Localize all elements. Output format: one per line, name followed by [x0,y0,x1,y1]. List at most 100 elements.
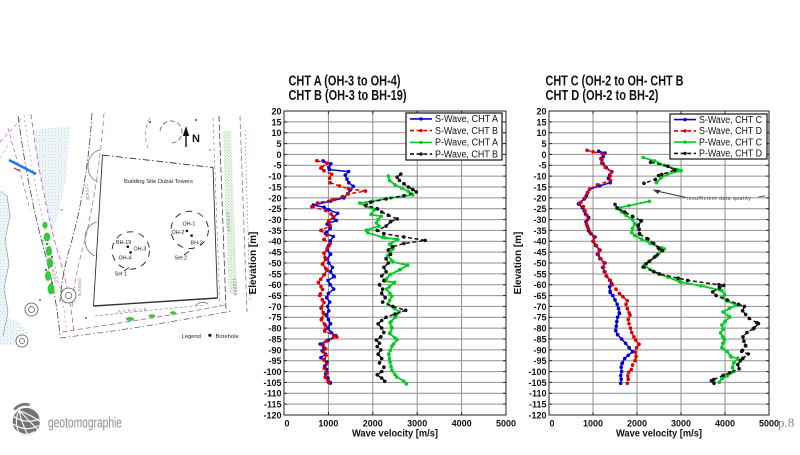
svg-text:-110: -110 [529,389,547,399]
svg-text:-100: -100 [263,367,281,377]
svg-text:1000: 1000 [318,419,338,429]
svg-text:-25: -25 [268,204,281,214]
svg-text:-95: -95 [533,356,546,366]
svg-text:BH-19: BH-19 [116,240,131,246]
svg-text:-15: -15 [533,182,546,192]
svg-text:-30: -30 [268,215,281,225]
svg-text:P-Wave, CHT D: P-Wave, CHT D [699,149,762,160]
svg-text:4000: 4000 [715,419,735,429]
svg-text:P-Wave, CHT B: P-Wave, CHT B [435,149,498,160]
svg-text:-90: -90 [533,345,546,355]
svg-text:OH-4: OH-4 [119,256,132,262]
svg-text:20: 20 [271,106,281,116]
svg-text:-120: -120 [263,410,281,420]
svg-text:-50: -50 [533,258,546,268]
svg-text:S-Wave, CHT A: S-Wave, CHT A [435,114,498,125]
svg-text:-45: -45 [268,248,281,258]
svg-text:Set 1: Set 1 [115,272,128,278]
svg-text:P-Wave, CHT A: P-Wave, CHT A [435,138,498,149]
svg-text:Set 2: Set 2 [175,256,188,262]
svg-text:Building Site Dubai Towers: Building Site Dubai Towers [124,179,193,185]
svg-text:-20: -20 [533,193,546,203]
svg-text:Elevation [m]: Elevation [m] [248,232,259,295]
svg-text:CHT B (OH-3 to BH-19): CHT B (OH-3 to BH-19) [289,88,407,104]
svg-text:S-Wave, CHT B: S-Wave, CHT B [435,126,498,137]
svg-text:-40: -40 [268,237,281,247]
svg-text:5: 5 [541,139,546,149]
svg-text:4000: 4000 [452,419,472,429]
svg-text:-80: -80 [268,324,281,334]
svg-text:OH-2: OH-2 [172,230,185,236]
svg-text:OH-3: OH-3 [134,247,147,253]
svg-text:CHT C (OH-2 to OH- CHT B: CHT C (OH-2 to OH- CHT B [546,74,684,90]
svg-text:13989B: 13989B [232,278,238,296]
svg-text:OH-1: OH-1 [183,222,196,228]
svg-text:Wave velocity [m/s]: Wave velocity [m/s] [352,429,438,440]
svg-text:-115: -115 [529,400,547,410]
svg-text:-95: -95 [268,356,281,366]
svg-text:p.8: p.8 [778,415,794,430]
svg-text:-100: -100 [528,367,546,377]
svg-text:-80: -80 [533,324,546,334]
svg-text:-55: -55 [268,269,281,279]
svg-text:-105: -105 [263,378,281,388]
svg-text:15: 15 [536,117,546,127]
svg-text:3000: 3000 [407,419,427,429]
svg-text:S-Wave, CHT D: S-Wave, CHT D [699,126,762,137]
svg-text:20: 20 [536,106,546,116]
svg-text:3000: 3000 [671,419,691,429]
svg-text:-115: -115 [264,400,282,410]
svg-text:P-Wave, CHT C: P-Wave, CHT C [699,137,762,148]
svg-text:-60: -60 [533,280,546,290]
svg-text:2000: 2000 [627,419,647,429]
svg-text:-75: -75 [533,313,546,323]
svg-text:-70: -70 [533,302,546,312]
svg-text:1000: 1000 [583,419,603,429]
svg-text:5000: 5000 [759,419,779,429]
svg-text:100KW: 100KW [84,184,90,202]
svg-text:10: 10 [271,128,281,138]
svg-text:0: 0 [276,150,281,160]
svg-text:Legend: Legend [182,334,201,340]
svg-text:-5: -5 [538,161,546,171]
svg-text:N: N [192,133,200,145]
svg-text:0: 0 [541,150,546,160]
svg-text:0: 0 [549,419,554,429]
svg-text:-90: -90 [268,345,281,355]
svg-text:BH-2: BH-2 [191,241,203,247]
svg-text:-60: -60 [268,280,281,290]
svg-text:-70: -70 [268,302,281,312]
svg-text:10: 10 [536,128,546,138]
svg-text:Borehole: Borehole [216,334,239,340]
svg-text:-120: -120 [528,410,546,420]
svg-text:-35: -35 [268,226,281,236]
svg-text:15: 15 [271,117,281,127]
svg-text:2000: 2000 [363,419,383,429]
svg-text:-40: -40 [533,237,546,247]
svg-text:STREET: STREET [225,212,231,233]
svg-text:-25: -25 [533,204,546,214]
svg-text:0: 0 [284,419,289,429]
svg-text:GREEN: GREEN [77,278,82,296]
svg-text:-50: -50 [268,258,281,268]
svg-text:insufficient data quality: insufficient data quality [687,196,751,202]
svg-text:A V E N U E: A V E N U E [118,307,148,314]
svg-text:geotomographie: geotomographie [48,416,122,432]
svg-text:-105: -105 [528,378,546,388]
svg-text:5: 5 [276,139,281,149]
svg-text:-35: -35 [533,226,546,236]
svg-text:-45: -45 [533,248,546,258]
svg-text:-55: -55 [533,269,546,279]
svg-text:Wave velocity [m/s]: Wave velocity [m/s] [616,429,702,440]
svg-text:-65: -65 [533,291,546,301]
svg-text:-15: -15 [268,182,281,192]
svg-text:CHT A (OH-3 to OH-4): CHT A (OH-3 to OH-4) [289,74,401,90]
svg-text:S-Wave, CHT C: S-Wave, CHT C [699,115,762,126]
svg-text:-65: -65 [268,291,281,301]
svg-text:-75: -75 [268,313,281,323]
svg-text:5000: 5000 [496,419,516,429]
svg-text:-85: -85 [268,334,281,344]
svg-text:-10: -10 [533,172,546,182]
svg-text:-30: -30 [533,215,546,225]
svg-text:-5: -5 [273,161,281,171]
